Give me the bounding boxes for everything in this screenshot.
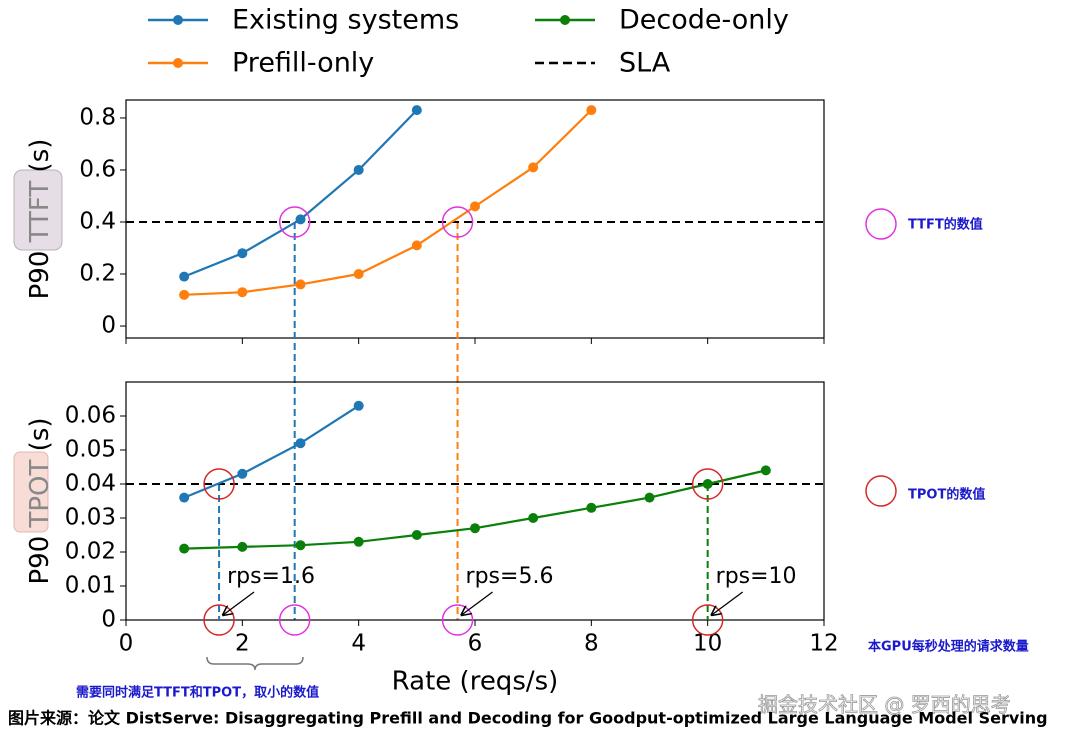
x-axis-label: Rate (reqs/s) [392, 667, 559, 697]
data-point [644, 492, 655, 503]
y-tick-label: 0.4 [79, 208, 116, 234]
series-line [184, 469, 767, 550]
note: 需要同时满足TTFT和TPOT，取小的数值 [76, 685, 319, 701]
highlight-circle [278, 604, 311, 636]
watermark: 掘金技术社区 @ 罗西的思考 [758, 693, 1011, 717]
data-point [237, 287, 248, 298]
y-tick-label: 0.04 [65, 471, 116, 497]
series-line [184, 109, 593, 296]
annotation-arrow [223, 591, 255, 615]
x-tick-label: 8 [584, 631, 599, 657]
data-point [702, 479, 713, 489]
y-tick-label: 0.8 [79, 104, 116, 130]
note: TTFT的数值 [908, 217, 983, 233]
data-point [586, 502, 597, 513]
plot-frame [125, 99, 825, 339]
data-point [179, 543, 190, 554]
data-point [470, 201, 480, 212]
legend-label: Decode-only [619, 5, 789, 36]
data-point [295, 438, 306, 449]
highlight-circle [441, 206, 474, 238]
note-icon [865, 208, 897, 240]
label-highlight [13, 451, 49, 533]
x-tick-label: 4 [351, 631, 366, 657]
data-point [411, 530, 422, 540]
y-axis-label-part: (s) [25, 417, 55, 459]
data-point [760, 465, 771, 476]
label-highlight [13, 169, 63, 251]
data-point [179, 289, 190, 300]
brace [206, 656, 304, 671]
data-point [237, 248, 248, 259]
note-icon [865, 475, 897, 507]
data-point [353, 400, 364, 411]
data-point [295, 540, 306, 551]
data-point [470, 523, 480, 534]
annotation-arrow [712, 591, 744, 615]
y-tick-label: 0 [101, 313, 116, 339]
note: 本GPU每秒处理的请求数量 [868, 639, 1029, 655]
annotation: rps=1.6 [227, 564, 315, 589]
series-line [183, 404, 360, 499]
series-line [183, 109, 418, 278]
highlight-circle [278, 206, 311, 238]
data-point [237, 468, 248, 479]
y-tick-label: 0.2 [79, 261, 116, 287]
data-point [353, 536, 364, 547]
annotation-arrow [462, 591, 493, 615]
y-tick-label: 0.05 [65, 437, 116, 463]
y-tick-label: 0.01 [65, 573, 116, 599]
legend-marker [173, 15, 183, 25]
y-tick-label: 0.06 [65, 403, 116, 429]
legend-marker [173, 58, 183, 68]
y-axis-label-part: TTFT [25, 181, 55, 244]
highlight-circle [691, 604, 724, 636]
data-point [528, 513, 539, 523]
y-tick-label: 0 [101, 607, 116, 633]
x-tick-label: 12 [809, 631, 838, 657]
legend-label: Prefill-only [232, 48, 374, 79]
x-tick-label: 0 [119, 631, 134, 657]
y-axis-label-part: TPOT [25, 459, 55, 528]
data-point [353, 164, 364, 175]
y-axis-label-part: P90 [25, 528, 55, 585]
data-point [411, 240, 422, 251]
annotation: rps=5.6 [466, 564, 554, 589]
legend-label: SLA [619, 48, 671, 79]
data-point [528, 162, 539, 173]
caption: 图片来源：论文 DistServe: Disaggregating Prefil… [8, 709, 1048, 728]
data-point [179, 492, 190, 503]
y-axis-label: P90 TTFT (s) [25, 139, 55, 300]
data-point [586, 105, 597, 116]
highlight-circle [203, 604, 235, 636]
data-point [237, 541, 248, 552]
y-tick-label: 0.03 [65, 505, 116, 531]
legend-marker [560, 15, 570, 25]
highlight-circle [203, 468, 235, 500]
data-point [411, 105, 422, 116]
y-axis-label-part: P90 [25, 242, 55, 299]
legend-label: Existing systems [232, 5, 459, 36]
y-axis-label-part: (s) [25, 139, 55, 181]
annotation: rps=10 [716, 564, 797, 589]
data-point [179, 271, 190, 282]
x-tick-label: 2 [235, 631, 250, 657]
highlight-circle [441, 604, 474, 636]
highlight-circle [691, 468, 724, 500]
data-point [353, 269, 364, 280]
data-point [295, 214, 306, 225]
note: TPOT的数值 [908, 487, 985, 503]
x-tick-label: 6 [468, 631, 483, 657]
data-point [295, 279, 306, 290]
y-axis-label: P90 TPOT (s) [25, 417, 55, 584]
y-tick-label: 0.6 [79, 156, 116, 182]
y-tick-label: 0.02 [65, 539, 116, 565]
